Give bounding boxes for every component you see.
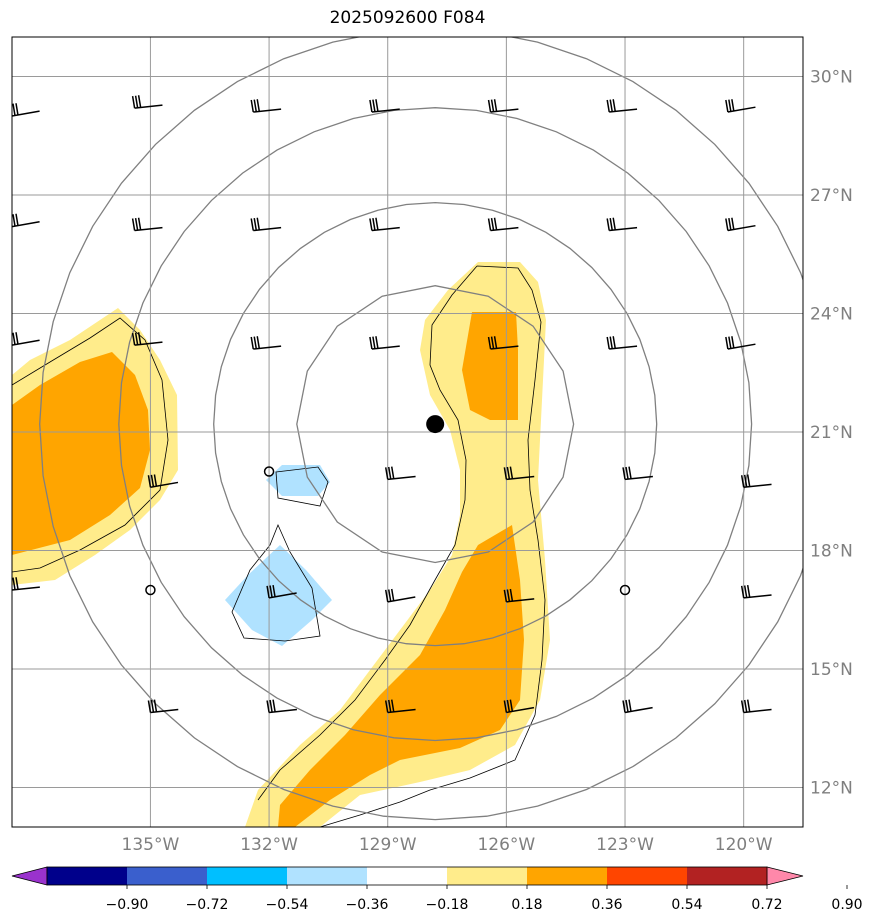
wind-barb — [12, 213, 40, 228]
plot-frame — [11, 36, 804, 828]
contour-line-west — [12, 317, 169, 573]
range-ring-3 — [39, 37, 803, 821]
wind-barbs — [12, 95, 772, 714]
wind-barb — [503, 466, 535, 481]
contour-lines — [12, 265, 546, 827]
range-rings — [39, 37, 803, 821]
contour-line-east — [257, 265, 546, 827]
lat-tick-labels: 12°N 15°N 18°N 21°N 24°N 27°N 30°N — [810, 68, 853, 799]
lon-tick-label: 132°W — [240, 835, 298, 855]
colorbar-bin — [527, 867, 608, 885]
lat-tick-label: 24°N — [810, 305, 853, 325]
colorbar-bin — [207, 867, 288, 885]
contour-line-neg-north — [275, 466, 329, 507]
chart-title: 2025092600 F084 — [329, 8, 486, 28]
colorbar-bin — [47, 867, 128, 885]
wind-barb — [12, 332, 40, 346]
wind-barb — [606, 99, 638, 113]
wind-barb — [369, 99, 400, 113]
wind-barb — [487, 99, 519, 113]
colorbar: −0.90 −0.72 −0.54 −0.36 −0.18 0.18 0.36 0.54 0.7… — [11, 866, 863, 913]
wind-barb — [12, 577, 40, 591]
lon-tick-label: 126°W — [477, 835, 535, 855]
wind-barb — [725, 217, 756, 232]
colorbar-bin — [367, 867, 448, 885]
wind-barb — [131, 217, 163, 232]
wind-barb — [250, 336, 282, 350]
wind-barb — [384, 588, 416, 603]
colorbar-tick-label: −0.36 — [346, 897, 389, 913]
colorbar-bin — [687, 867, 768, 885]
wind-barb — [384, 466, 416, 481]
wind-barb — [606, 336, 638, 350]
lat-tick-label: 27°N — [810, 186, 853, 206]
colorbar-tick-label: −0.18 — [426, 897, 469, 913]
wind-barb — [250, 217, 282, 232]
lat-tick-label: 21°N — [810, 423, 853, 443]
wind-barb — [740, 474, 772, 489]
wind-barb — [384, 699, 416, 714]
wind-barb — [740, 699, 772, 714]
wind-barb — [606, 217, 638, 232]
lon-tick-label: 120°W — [715, 835, 773, 855]
wind-barb — [622, 699, 653, 714]
colorbar-extend-high — [766, 866, 804, 886]
colorbar-extend-low — [11, 866, 48, 886]
colorbar-tick-label: 0.36 — [591, 897, 622, 913]
wind-barb — [487, 217, 519, 232]
contour-fill-east-mid-south — [278, 525, 524, 827]
lat-tick-label: 30°N — [810, 68, 853, 88]
range-ring-1 — [213, 201, 658, 647]
wind-barb — [147, 474, 179, 489]
wind-barb — [131, 95, 163, 109]
wind-barb — [369, 217, 400, 232]
wind-barb — [266, 699, 297, 714]
wind-barb — [725, 99, 756, 113]
colorbar-frame — [46, 866, 768, 886]
lat-tick-label: 15°N — [810, 660, 853, 680]
wind-barb — [131, 332, 163, 346]
calm-circle — [145, 584, 156, 596]
wind-barb — [487, 336, 519, 350]
colorbar-bin — [607, 867, 688, 885]
contour-fill-east-mid-north — [462, 312, 518, 420]
colorbar-bin — [447, 867, 528, 885]
colorbar-tick-label: −0.72 — [186, 897, 229, 913]
gridlines — [12, 37, 803, 827]
wind-barb — [250, 99, 282, 113]
lon-tick-label: 129°W — [359, 835, 417, 855]
wind-barb — [725, 336, 756, 350]
lon-tick-labels: 135°W 132°W 129°W 126°W 123°W 120°W — [122, 835, 773, 855]
colorbar-tick-label: 0.54 — [671, 897, 702, 913]
colorbar-tick-label: 0.72 — [751, 897, 782, 913]
contour-line-neg-south — [231, 523, 321, 642]
lon-tick-label: 135°W — [122, 835, 180, 855]
center-marker-group — [426, 415, 445, 434]
contour-fill-west-mid — [12, 352, 150, 555]
colorbar-tick-label: −0.90 — [106, 897, 149, 913]
calm-circle — [263, 466, 275, 477]
calm-circle — [619, 584, 631, 596]
lat-tick-label: 12°N — [810, 779, 853, 799]
wind-barb — [369, 336, 400, 350]
colorbar-bin — [287, 867, 368, 885]
colorbar-tick-label: −0.54 — [266, 897, 309, 913]
center-marker — [426, 415, 445, 434]
lat-tick-label: 18°N — [810, 542, 853, 562]
wind-barb — [147, 699, 179, 714]
lon-tick-label: 123°W — [596, 835, 654, 855]
wind-barb — [12, 103, 40, 117]
wind-barb — [622, 466, 653, 481]
colorbar-bin — [127, 867, 208, 885]
colorbar-tick-label: 0.90 — [831, 897, 862, 913]
wind-barb — [503, 588, 535, 603]
colorbar-tick-label: 0.18 — [511, 897, 542, 913]
range-ring-0 — [296, 285, 575, 564]
wind-barb — [503, 699, 535, 714]
wind-barb — [266, 584, 297, 599]
wind-barb — [740, 584, 772, 599]
range-ring-2 — [118, 107, 753, 742]
